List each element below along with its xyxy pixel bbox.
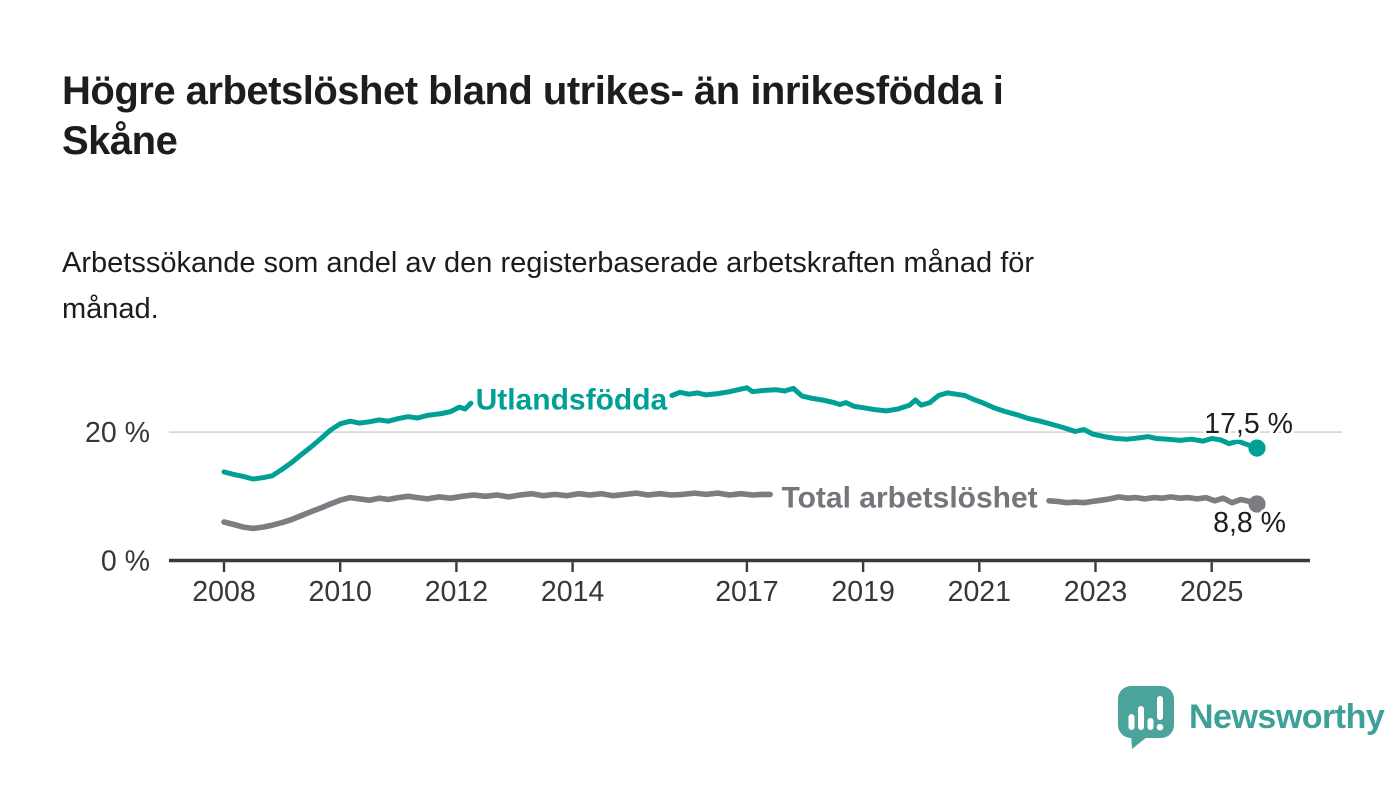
- end-value-label-0: 17,5 %: [1204, 408, 1293, 440]
- chart-subtitle-line-1: Arbetssökande som andel av den registerb…: [62, 247, 1035, 279]
- newsworthy-logo: Newsworthy: [1116, 684, 1385, 750]
- page-title: Högre arbetslöshet bland utrikes- än inr…: [62, 66, 1004, 166]
- x-tick-label: 2019: [831, 576, 894, 608]
- axis-layer: 0 % 20 % 2008 2010 2012 2014 2017 2019 2021 2023 2…: [85, 417, 1310, 608]
- series-end-dot-0: [1248, 439, 1266, 457]
- newsworthy-bubble-chart-icon: [1118, 686, 1174, 749]
- x-tick-label: 2025: [1180, 576, 1243, 608]
- x-tick-label: 2012: [425, 576, 488, 608]
- page-title-line-2: Skåne: [62, 119, 178, 163]
- series-layer: [221, 385, 1266, 532]
- annotation-layer: Utlandsfödda 17,5 % Total arbetslöshet 8,8 …: [474, 381, 1296, 542]
- series-line-1: [221, 490, 773, 532]
- y-tick-label: 20 %: [85, 417, 150, 449]
- series-label-1: Total arbetslöshet: [782, 482, 1038, 515]
- end-value-label-1: 8,8 %: [1213, 507, 1286, 539]
- y-tick-label: 0 %: [101, 546, 150, 578]
- x-tick-label: 2023: [1064, 576, 1127, 608]
- brand-name: Newsworthy: [1189, 697, 1385, 736]
- x-tick-label: 2017: [715, 576, 778, 608]
- series-end-dot-1: [1248, 495, 1266, 513]
- series-line-0: [669, 385, 1260, 451]
- series-line-1: [1046, 494, 1260, 507]
- series-line-0: [221, 400, 474, 482]
- chart-subtitle-line-2: månad.: [62, 293, 159, 325]
- page-title-line-1: Högre arbetslöshet bland utrikes- än inr…: [62, 69, 1004, 113]
- x-tick-label: 2014: [541, 576, 605, 608]
- x-tick-label: 2010: [308, 576, 371, 608]
- x-tick-label: 2008: [192, 576, 255, 608]
- series-label-0: Utlandsfödda: [476, 383, 668, 416]
- x-tick-label: 2021: [948, 576, 1011, 608]
- chart-subtitle: Arbetssökande som andel av den registerb…: [62, 240, 1034, 332]
